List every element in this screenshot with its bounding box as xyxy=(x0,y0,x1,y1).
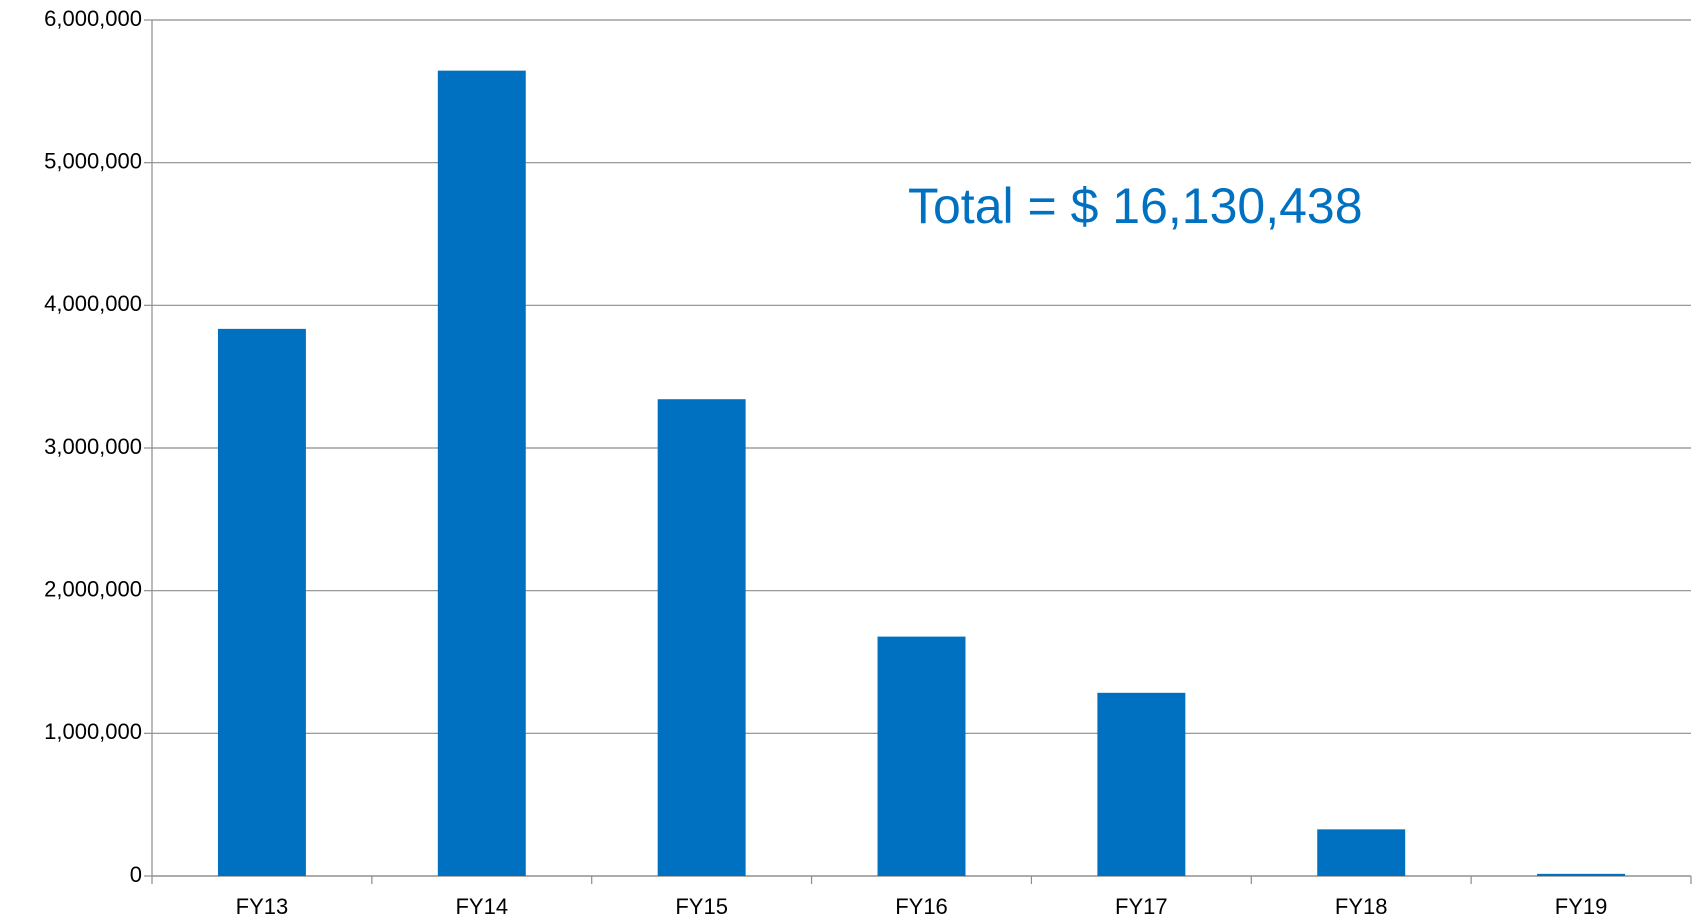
y-tick-label: 1,000,000 xyxy=(44,719,142,744)
x-tick-label: FY14 xyxy=(455,894,508,919)
y-tick-label: 6,000,000 xyxy=(44,6,142,31)
bar xyxy=(217,328,306,877)
bar xyxy=(1317,829,1406,876)
x-tick-label: FY19 xyxy=(1555,894,1608,919)
y-tick-label: 4,000,000 xyxy=(44,291,142,316)
y-tick-label: 2,000,000 xyxy=(44,576,142,601)
x-tick-label: FY17 xyxy=(1115,894,1168,919)
bar xyxy=(1097,692,1186,876)
x-tick-label: FY16 xyxy=(895,894,948,919)
bar xyxy=(1537,873,1626,876)
y-tick-label: 0 xyxy=(130,862,142,887)
annotation: Total = $ 16,130,438 xyxy=(908,178,1363,234)
y-tick-label: 5,000,000 xyxy=(44,148,142,173)
bar xyxy=(657,399,746,876)
y-tick-label: 3,000,000 xyxy=(44,434,142,459)
bar xyxy=(437,70,526,876)
x-tick-label: FY13 xyxy=(236,894,289,919)
x-tick-label: FY15 xyxy=(675,894,728,919)
x-tick-label: FY18 xyxy=(1335,894,1388,919)
bar xyxy=(877,636,966,876)
